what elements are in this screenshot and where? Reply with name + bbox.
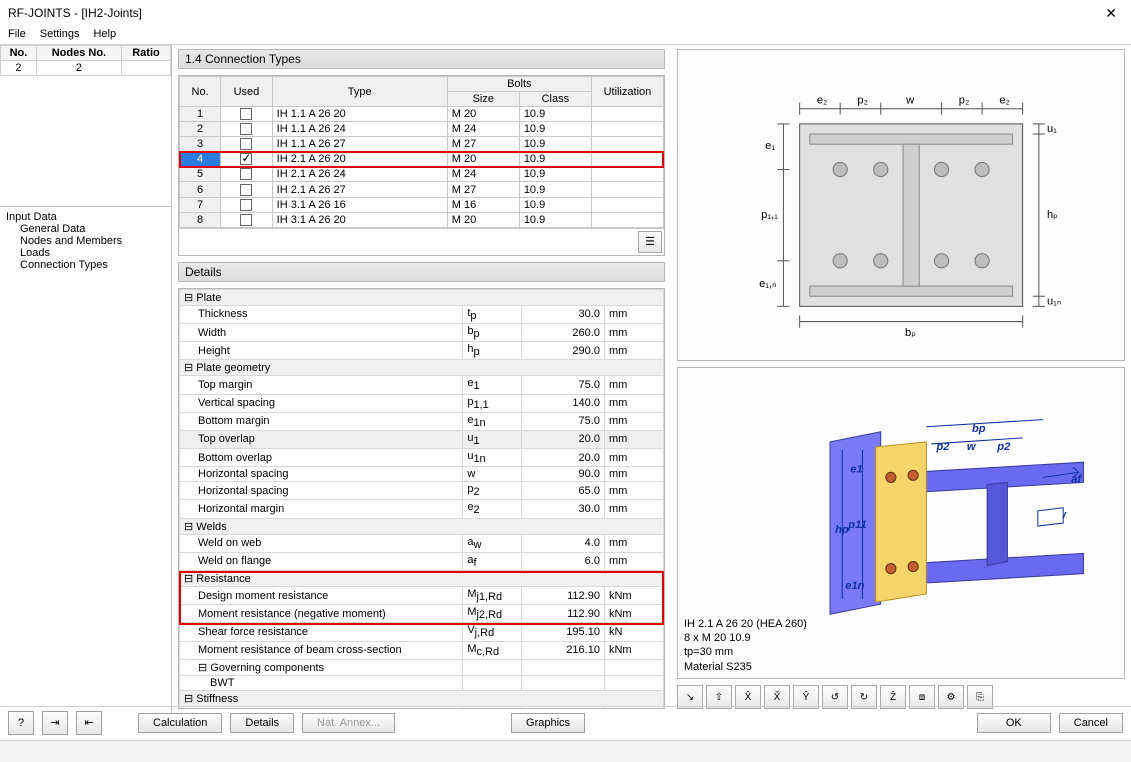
details-row[interactable]: Horizontal margine230.0mm xyxy=(180,500,664,518)
calculation-button[interactable]: Calculation xyxy=(138,713,222,733)
tree-connection-types[interactable]: Connection Types xyxy=(6,259,165,271)
svg-text:w: w xyxy=(905,95,915,107)
menu-help[interactable]: Help xyxy=(93,28,116,40)
details-button[interactable]: Details xyxy=(230,713,294,733)
details-row[interactable]: ⊟ Stiffness xyxy=(180,690,664,706)
svg-text:e₁: e₁ xyxy=(765,140,775,152)
details-row[interactable]: Top overlapu120.0mm xyxy=(180,430,664,448)
ok-button[interactable]: OK xyxy=(977,713,1051,733)
details-row[interactable]: BWT xyxy=(180,675,664,690)
details-row[interactable]: Moment resistance (negative moment)Mj2,R… xyxy=(180,605,664,623)
close-icon[interactable]: ✕ xyxy=(1099,3,1123,24)
used-checkbox[interactable] xyxy=(240,199,252,211)
details-row[interactable]: Horizontal spacingp265.0mm xyxy=(180,482,664,500)
tree-general-data[interactable]: General Data xyxy=(6,223,165,235)
details-row[interactable]: Widthbp260.0mm xyxy=(180,323,664,341)
table-row[interactable]: 2IH 1.1 A 26 24M 2410.9 xyxy=(180,122,664,137)
table-row[interactable]: 1IH 1.1 A 26 20M 2010.9 xyxy=(180,107,664,122)
used-checkbox[interactable] xyxy=(240,153,252,165)
details-grid[interactable]: ⊟ PlateThicknesstp30.0mmWidthbp260.0mmHe… xyxy=(179,289,664,709)
details-row[interactable]: Shear force resistanceVj,Rd195.10kN xyxy=(180,623,664,641)
used-checkbox[interactable] xyxy=(240,138,252,150)
menubar: File Settings Help xyxy=(0,26,1131,45)
svg-text:e1: e1 xyxy=(850,463,862,475)
tree-nodes-members[interactable]: Nodes and Members xyxy=(6,235,165,247)
details-row[interactable]: ⊟ Governing components xyxy=(180,659,664,675)
details-row[interactable]: ⊟ Resistance xyxy=(180,571,664,587)
used-checkbox[interactable] xyxy=(240,214,252,226)
details-row[interactable]: Horizontal spacingw90.0mm xyxy=(180,467,664,482)
window-title: RF-JOINTS - [IH2-Joints] xyxy=(8,6,142,20)
used-checkbox[interactable] xyxy=(240,123,252,135)
details-row[interactable]: ⊟ Welds xyxy=(180,518,664,534)
details-row[interactable]: ⊟ Plate xyxy=(180,289,664,305)
details-row[interactable]: Design moment resistanceMj1,Rd112.90kNm xyxy=(180,587,664,605)
menu-file[interactable]: File xyxy=(8,28,26,40)
tree-root[interactable]: Input Data xyxy=(6,211,165,223)
details-row[interactable]: Bottom margine1n75.0mm xyxy=(180,412,664,430)
details-row[interactable]: Bottom overlapu1n20.0mm xyxy=(180,449,664,467)
table-row[interactable]: 3IH 1.1 A 26 27M 2710.9 xyxy=(180,137,664,152)
panel-title: 1.4 Connection Types xyxy=(178,49,665,69)
svg-text:hₚ: hₚ xyxy=(1047,209,1058,221)
table-row[interactable]: 6IH 2.1 A 26 27M 2710.9 xyxy=(180,182,664,197)
import-icon[interactable]: ⇥ xyxy=(42,711,68,735)
svg-text:p11: p11 xyxy=(847,519,866,531)
cancel-button[interactable]: Cancel xyxy=(1059,713,1123,733)
nav-tree[interactable]: Input Data General Data Nodes and Member… xyxy=(0,207,171,275)
export-icon[interactable]: ⇤ xyxy=(76,711,102,735)
svg-text:e₁,ₙ: e₁,ₙ xyxy=(759,278,777,290)
svg-text:bp: bp xyxy=(972,423,986,435)
details-row[interactable]: Moment resistance of beam cross-sectionM… xyxy=(180,641,664,659)
details-row[interactable]: Heighthp290.0mm xyxy=(180,342,664,360)
case-grid[interactable]: No.Nodes No.Ratio 22 xyxy=(0,45,171,207)
table-row[interactable]: 8IH 3.1 A 26 20M 2010.9 xyxy=(180,212,664,227)
svg-text:p₁,₁: p₁,₁ xyxy=(761,209,778,221)
details-row[interactable]: ⊟ Plate geometry xyxy=(180,360,664,376)
menu-settings[interactable]: Settings xyxy=(40,28,80,40)
table-row[interactable]: 5IH 2.1 A 26 24M 2410.9 xyxy=(180,167,664,182)
used-checkbox[interactable] xyxy=(240,168,252,180)
details-row[interactable]: Weld on webaw4.0mm xyxy=(180,534,664,552)
used-checkbox[interactable] xyxy=(240,184,252,196)
details-title: Details xyxy=(178,262,665,282)
svg-text:u₁ₙ: u₁ₙ xyxy=(1047,295,1061,307)
svg-text:w: w xyxy=(967,441,977,453)
render-info: IH 2.1 A 26 20 (HEA 260) 8 x M 20 10.9 t… xyxy=(684,617,807,674)
status-bar xyxy=(0,740,1131,762)
details-row[interactable]: Thicknesstp30.0mm xyxy=(180,305,664,323)
details-row[interactable]: Top margine175.0mm xyxy=(180,376,664,394)
help-icon[interactable]: ? xyxy=(8,711,34,735)
svg-text:e₂: e₂ xyxy=(999,95,1010,107)
svg-text:p₂: p₂ xyxy=(857,95,868,107)
render-3d: bp p2 w p2 e1 p11 hp e1n af aw xyxy=(677,367,1125,679)
table-row[interactable]: 4IH 2.1 A 26 20M 2010.9 xyxy=(180,152,664,167)
grid-options-icon[interactable]: ☰ xyxy=(638,231,662,253)
details-row[interactable]: Vertical spacingp1,1140.0mm xyxy=(180,394,664,412)
svg-text:bₚ: bₚ xyxy=(905,327,916,339)
tree-loads[interactable]: Loads xyxy=(6,247,165,259)
svg-text:af: af xyxy=(1071,473,1082,485)
plate-diagram: e₂ p₂ w p₂ e₂ xyxy=(677,49,1125,361)
nat-annex-button: Nat. Annex... xyxy=(302,713,395,733)
svg-text:p2: p2 xyxy=(996,441,1011,453)
svg-text:u₁: u₁ xyxy=(1047,123,1057,135)
table-row[interactable]: 7IH 3.1 A 26 16M 1610.9 xyxy=(180,197,664,212)
connection-types-grid[interactable]: No. Used Type Bolts Utilization SizeClas… xyxy=(179,76,664,228)
details-row[interactable]: Weld on flangeaf6.0mm xyxy=(180,552,664,570)
graphics-button[interactable]: Graphics xyxy=(511,713,585,733)
svg-text:e1n: e1n xyxy=(845,580,864,592)
svg-text:e₂: e₂ xyxy=(817,95,828,107)
svg-text:p₂: p₂ xyxy=(959,95,970,107)
used-checkbox[interactable] xyxy=(240,108,252,120)
